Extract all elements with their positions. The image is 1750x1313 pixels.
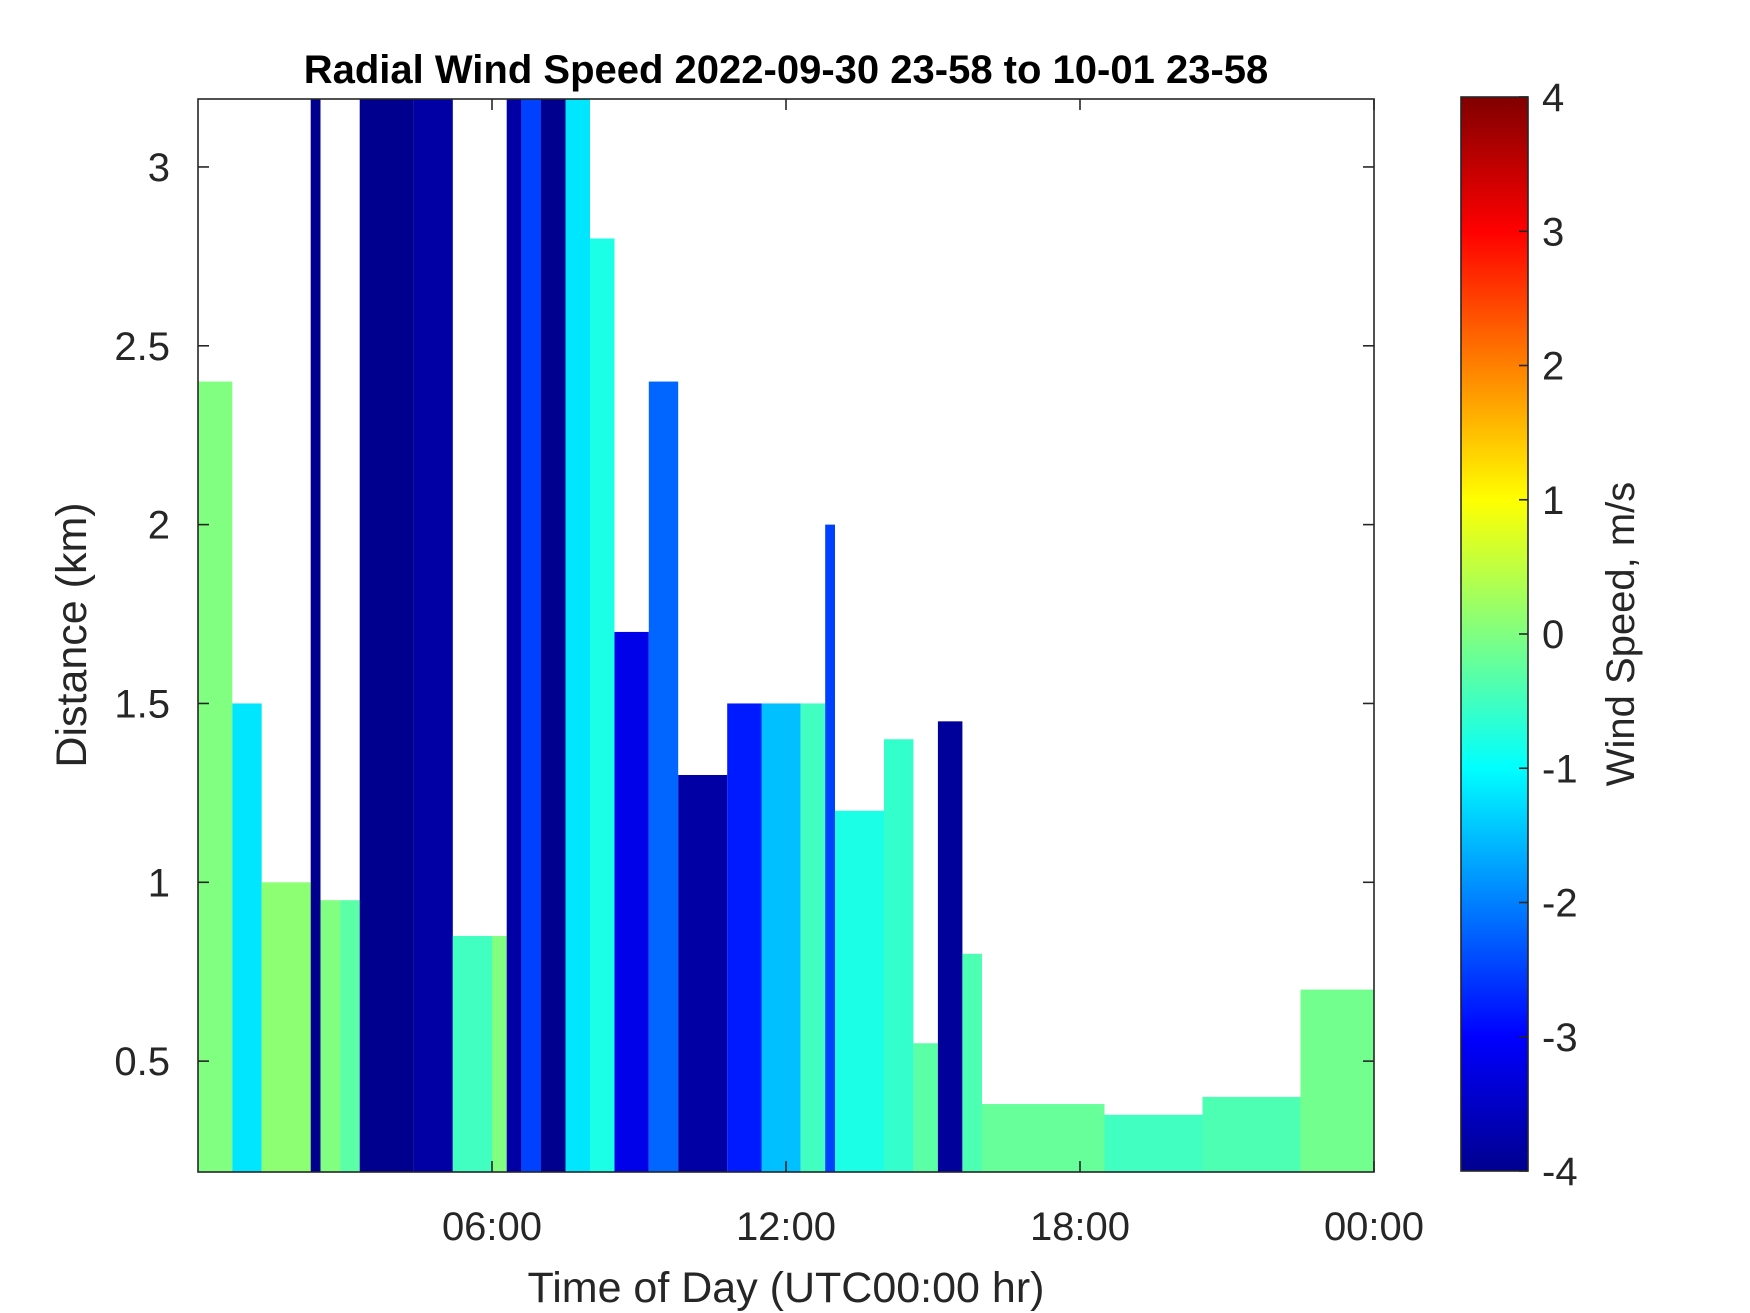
colorbar-tick-label: 0 (1542, 613, 1564, 657)
wind-profile-cell (962, 953, 982, 1172)
x-tick-label: 18:00 (1030, 1205, 1130, 1249)
wind-profile-cell (678, 774, 728, 1172)
x-axis-label: Time of Day (UTC00:00 hr) (528, 1264, 1045, 1312)
y-axis-label: Distance (km) (48, 502, 96, 767)
y-tick-label: 3 (148, 146, 170, 190)
wind-profile-cell (565, 99, 590, 1172)
wind-profile-cell (648, 381, 679, 1172)
wind-profile-cell (261, 882, 311, 1172)
wind-profile-cell (541, 99, 566, 1172)
wind-profile-cell (590, 238, 615, 1172)
heatmap-layer (198, 99, 1374, 1172)
x-tick-label: 06:00 (442, 1205, 542, 1249)
colorbar-axis: -4 -3 -2 -1 0 1 2 3 4 (1519, 76, 1578, 1194)
wind-profile-cell (506, 99, 522, 1172)
wind-profile-cell (825, 524, 835, 1172)
wind-profile-cell (359, 99, 414, 1172)
y-tick-label: 0.5 (114, 1040, 170, 1084)
y-axis: 0.5 1 1.5 2 2.5 3 (114, 146, 1374, 1084)
colorbar-tick-label: -1 (1542, 747, 1578, 791)
colorbar-tick-label: 1 (1542, 479, 1564, 523)
y-tick-label: 2 (148, 504, 170, 548)
wind-profile-cell (835, 810, 884, 1172)
wind-profile-cell (452, 935, 492, 1172)
colorbar-tick-label: -4 (1542, 1150, 1578, 1194)
y-tick-label: 1.5 (114, 682, 170, 726)
colorbar-tick-label: 2 (1542, 345, 1564, 389)
wind-profile-cell (232, 703, 262, 1172)
colorbar-tick-label: 4 (1542, 76, 1564, 120)
x-tick-label: 12:00 (736, 1205, 836, 1249)
y-tick-label: 1 (148, 861, 170, 905)
colorbar-tick-label: -2 (1542, 882, 1578, 926)
wind-profile-cell (198, 381, 233, 1172)
y-tick-label: 2.5 (114, 325, 170, 369)
wind-profile-cell (1104, 1114, 1203, 1172)
wind-profile-cell (614, 631, 649, 1172)
colorbar-tick-label: -3 (1542, 1016, 1578, 1060)
wind-profile-cell (727, 703, 762, 1172)
wind-profile-cell (884, 739, 914, 1172)
wind-profile-cell (1202, 1096, 1301, 1172)
wind-profile-cell (913, 1043, 938, 1172)
wind-profile-cell (413, 99, 453, 1172)
wind-profile-cell (1300, 989, 1374, 1172)
wind-profile-cell (492, 935, 507, 1172)
colorbar-label: Wind Speed, m/s (1599, 482, 1643, 787)
wind-profile-cell (982, 1104, 1105, 1172)
x-axis: 06:00 12:00 18:00 00:00 (442, 99, 1424, 1249)
wind-profile-cell (310, 99, 321, 1172)
wind-profile-cell (340, 900, 360, 1172)
wind-profile-cell (521, 99, 541, 1172)
chart-title: Radial Wind Speed 2022-09-30 23-58 to 10… (304, 48, 1269, 92)
x-tick-label: 00:00 (1324, 1205, 1424, 1249)
wind-profile-cell (320, 900, 341, 1172)
wind-profile-cell (800, 703, 826, 1172)
wind-profile-cell (937, 721, 963, 1172)
colorbar-tick-label: 3 (1542, 210, 1564, 254)
wind-profile-cell (761, 703, 801, 1172)
colorbar (1460, 96, 1529, 1172)
